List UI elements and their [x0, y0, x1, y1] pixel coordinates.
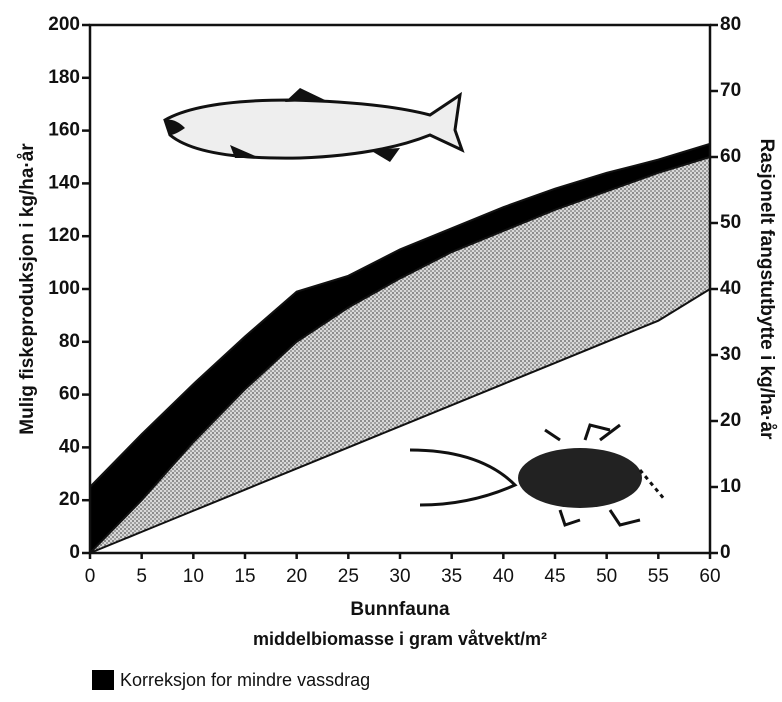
x-axis-sublabel: middelbiomasse i gram våtvekt/m² [253, 629, 547, 649]
series-line [89, 288, 711, 554]
y-tick-label: 180 [48, 67, 80, 88]
x-tick-label: 10 [183, 566, 204, 587]
y2-tick-label: 60 [720, 146, 741, 167]
x-tick-label: 20 [286, 566, 307, 587]
y-tick-label: 200 [48, 14, 80, 35]
y-tick-label: 80 [59, 331, 80, 352]
y-tick-label: 20 [59, 489, 80, 510]
y2-tick-label: 0 [720, 542, 731, 563]
y-tick-label: 140 [48, 172, 80, 193]
y2-tick-label: 70 [720, 80, 741, 101]
y2-tick-label: 20 [720, 410, 741, 431]
area-band [90, 157, 710, 553]
series-line [89, 156, 711, 554]
x-tick-label: 35 [441, 566, 462, 587]
x-tick-label: 15 [234, 566, 255, 587]
y2-tick-label: 10 [720, 476, 741, 497]
x-tick-label: 55 [648, 566, 669, 587]
y2-tick-label: 80 [720, 14, 741, 35]
fish-illustration [163, 88, 465, 162]
x-tick-label: 60 [699, 566, 720, 587]
x-axis-label: Bunnfauna [350, 599, 450, 620]
y-tick-label: 60 [59, 384, 80, 405]
x-tick-label: 30 [389, 566, 410, 587]
x-tick-label: 25 [338, 566, 359, 587]
y2-tick-label: 50 [720, 212, 741, 233]
y-tick-label: 0 [69, 542, 80, 563]
x-tick-label: 50 [596, 566, 617, 587]
y-tick-label: 120 [48, 225, 80, 246]
insect-illustration [409, 423, 667, 527]
x-tick-label: 5 [136, 566, 147, 587]
y-tick-label: 160 [48, 120, 80, 141]
y2-axis-label: Rasjonelt fangstutbytte i kg/ha·år [756, 139, 777, 440]
legend-swatch [92, 670, 114, 690]
series-line [89, 142, 711, 488]
x-tick-label: 45 [544, 566, 565, 587]
y-axis-label: Mulig fiskeproduksjon i kg/ha·år [17, 143, 38, 435]
legend-label: Korreksjon for mindre vassdrag [120, 670, 370, 690]
y-tick-label: 40 [59, 436, 80, 457]
y2-tick-label: 30 [720, 344, 741, 365]
x-tick-label: 40 [493, 566, 514, 587]
x-tick-label: 0 [85, 566, 96, 587]
y-tick-label: 100 [48, 278, 80, 299]
y2-tick-label: 40 [720, 278, 741, 299]
